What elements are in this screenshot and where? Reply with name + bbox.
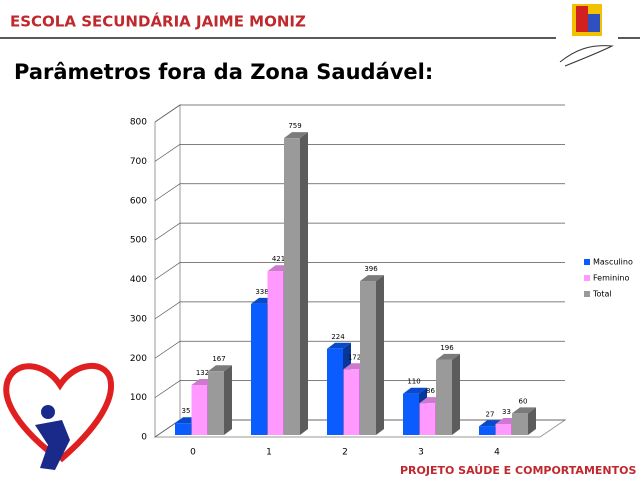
bar (436, 359, 452, 435)
y-tick-label: 0 (141, 433, 147, 443)
bar (343, 369, 360, 435)
value-label: 86 (426, 387, 435, 395)
grid-line (154, 104, 565, 123)
value-label: 110 (407, 378, 420, 386)
y-tick-label: 300 (130, 314, 147, 324)
y-tick-label: 100 (130, 393, 147, 403)
value-label: 167 (212, 355, 225, 363)
bar-top (436, 353, 460, 360)
y-tick-label: 600 (130, 196, 147, 206)
legend-swatch (584, 291, 590, 297)
value-label: 172 (348, 353, 361, 361)
grid-line (154, 144, 565, 162)
bar (284, 138, 300, 436)
bar (327, 348, 343, 435)
legend-label: Total (592, 290, 612, 299)
value-label: 338 (255, 288, 268, 296)
legend-label: Feminino (593, 274, 629, 283)
chart-title: Parâmetros fora da Zona Saudável: (14, 60, 433, 84)
bar-side (300, 132, 308, 436)
value-label: 196 (440, 344, 454, 352)
x-tick-label: 2 (342, 448, 348, 458)
y-tick-label: 700 (130, 157, 147, 167)
value-label: 35 (182, 407, 191, 415)
legend-label: Masculino (593, 258, 633, 267)
grid-line (154, 183, 565, 202)
legend-swatch (584, 275, 590, 281)
bar-top (284, 132, 308, 139)
y-tick-label: 800 (130, 118, 147, 128)
bar (251, 303, 267, 435)
bar (512, 413, 528, 435)
bar (495, 424, 512, 435)
grid-line (154, 222, 565, 241)
x-tick-label: 0 (190, 448, 196, 458)
legend-swatch (584, 259, 590, 265)
bar (175, 423, 191, 435)
value-label: 27 (486, 410, 495, 418)
value-label: 759 (288, 122, 301, 130)
bar-side (528, 407, 536, 435)
grid-line (154, 301, 565, 320)
y-tick-label: 200 (130, 354, 147, 364)
bar (267, 271, 284, 435)
grid-line (154, 340, 565, 359)
bar-top (403, 387, 427, 394)
bar (403, 393, 419, 435)
bar-top (208, 365, 232, 372)
value-label: 60 (519, 397, 528, 405)
bar (208, 371, 224, 435)
value-label: 132 (196, 369, 209, 377)
value-label: 421 (272, 255, 285, 263)
heart-logo (3, 362, 114, 470)
bar-side (376, 275, 384, 435)
value-label: 396 (364, 265, 378, 273)
bar (191, 385, 208, 435)
x-tick-label: 4 (494, 448, 500, 458)
bar (360, 281, 376, 435)
x-tick-label: 1 (266, 448, 272, 458)
grid-line (154, 262, 565, 280)
bar-top (360, 275, 384, 282)
logo (559, 4, 614, 67)
bar-top (327, 342, 351, 349)
value-label: 224 (331, 333, 345, 341)
bar-top (512, 407, 536, 414)
bar-side (452, 353, 460, 435)
footer: PROJETO SAÚDE E COMPORTAMENTOS DE RISCO (400, 464, 640, 477)
bar-side (224, 365, 232, 435)
x-tick-label: 3 (418, 448, 424, 458)
value-label: 33 (502, 408, 511, 416)
bar (479, 426, 495, 435)
header: ESCOLA SECUNDÁRIA JAIME MONIZ (10, 12, 306, 31)
y-tick-label: 400 (130, 275, 147, 285)
bar (419, 403, 436, 435)
y-tick-label: 500 (130, 236, 147, 246)
